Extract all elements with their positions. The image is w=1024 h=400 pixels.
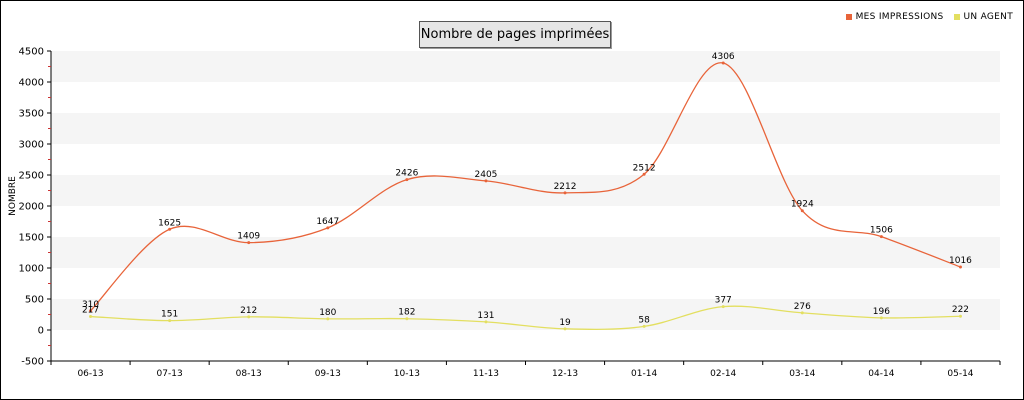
data-point <box>800 209 804 213</box>
data-point <box>642 324 646 328</box>
x-tick-label: 04-14 <box>868 369 894 379</box>
legend-label: MES IMPRESSIONS <box>855 12 944 22</box>
x-tick-label: 11-13 <box>473 369 499 379</box>
y-tick-label: -500 <box>21 357 44 368</box>
data-label: 151 <box>161 310 178 320</box>
data-label: 2212 <box>554 182 577 192</box>
x-tick-label: 02-14 <box>710 369 736 379</box>
y-tick-label: 3500 <box>19 109 44 120</box>
legend-swatch <box>953 14 960 20</box>
data-point <box>958 265 962 269</box>
x-tick-label: 12-13 <box>552 369 578 379</box>
data-label: 131 <box>477 311 494 321</box>
data-point <box>326 226 330 230</box>
data-point <box>879 316 883 320</box>
data-label: 182 <box>398 308 415 318</box>
data-label: 217 <box>82 306 99 316</box>
data-point <box>800 311 804 315</box>
data-point <box>168 319 172 323</box>
data-label: 2512 <box>633 163 656 173</box>
x-tick-label: 05-14 <box>947 369 973 379</box>
chart-title: Nombre de pages imprimées <box>419 21 611 48</box>
data-label: 1409 <box>237 232 260 242</box>
data-label: 4306 <box>712 52 735 62</box>
legend-item-0[interactable]: MES IMPRESSIONS <box>845 12 944 22</box>
data-label: 1647 <box>316 217 339 227</box>
y-tick-label: 500 <box>25 295 44 306</box>
data-point <box>89 309 93 313</box>
x-tick-label: 06-13 <box>77 369 103 379</box>
legend-item-1[interactable]: UN AGENT <box>953 12 1013 22</box>
data-label: 377 <box>715 296 732 306</box>
data-label: 2405 <box>475 170 498 180</box>
y-tick-label: 4500 <box>19 47 44 58</box>
data-point <box>642 172 646 176</box>
data-point <box>405 178 409 182</box>
data-point <box>168 227 172 231</box>
data-point <box>405 317 409 321</box>
y-tick-label: 2500 <box>19 171 44 182</box>
data-label: 19 <box>559 318 571 328</box>
data-label: 196 <box>873 307 890 317</box>
y-tick-label: 3000 <box>19 140 44 151</box>
legend-label: UN AGENT <box>963 12 1013 22</box>
data-point <box>247 315 251 319</box>
data-label: 1924 <box>791 200 814 210</box>
data-point <box>563 327 567 331</box>
chart-legend: MES IMPRESSIONS UN AGENT <box>845 12 1013 22</box>
legend-swatch <box>845 14 852 20</box>
data-label: 276 <box>794 302 811 312</box>
data-point <box>89 315 93 319</box>
x-tick-label: 01-14 <box>631 369 657 379</box>
data-point <box>721 61 725 65</box>
data-point <box>326 317 330 321</box>
data-label: 310 <box>82 300 99 310</box>
grid-band <box>51 175 1000 206</box>
x-tick-label: 09-13 <box>315 369 341 379</box>
x-tick-label: 07-13 <box>157 369 183 379</box>
x-tick-label: 10-13 <box>394 369 420 379</box>
series-line-1 <box>90 305 961 331</box>
y-tick-label: 1000 <box>19 264 44 275</box>
data-label: 180 <box>319 308 336 318</box>
y-tick-label: 1500 <box>19 233 44 244</box>
data-point <box>879 235 883 239</box>
grid-band <box>51 299 1000 330</box>
y-tick-label: 0 <box>38 326 44 337</box>
y-tick-label: 2000 <box>19 202 44 213</box>
x-tick-label: 08-13 <box>236 369 262 379</box>
data-point <box>247 241 251 245</box>
data-point <box>563 191 567 195</box>
data-point <box>484 179 488 183</box>
grid-band <box>51 237 1000 268</box>
data-label: 222 <box>952 305 969 315</box>
data-point <box>721 305 725 309</box>
grid-band <box>51 113 1000 144</box>
data-label: 1506 <box>870 226 893 236</box>
data-label: 58 <box>638 315 650 325</box>
data-label: 2426 <box>395 169 418 179</box>
data-label: 212 <box>240 306 257 316</box>
y-tick-label: 4000 <box>19 78 44 89</box>
data-point <box>958 314 962 318</box>
data-label: 1016 <box>949 256 972 266</box>
data-point <box>484 320 488 324</box>
x-tick-label: 03-14 <box>789 369 815 379</box>
data-label: 1625 <box>158 218 181 228</box>
y-axis-label: NOMBRE <box>8 176 18 216</box>
grid-band <box>51 51 1000 82</box>
